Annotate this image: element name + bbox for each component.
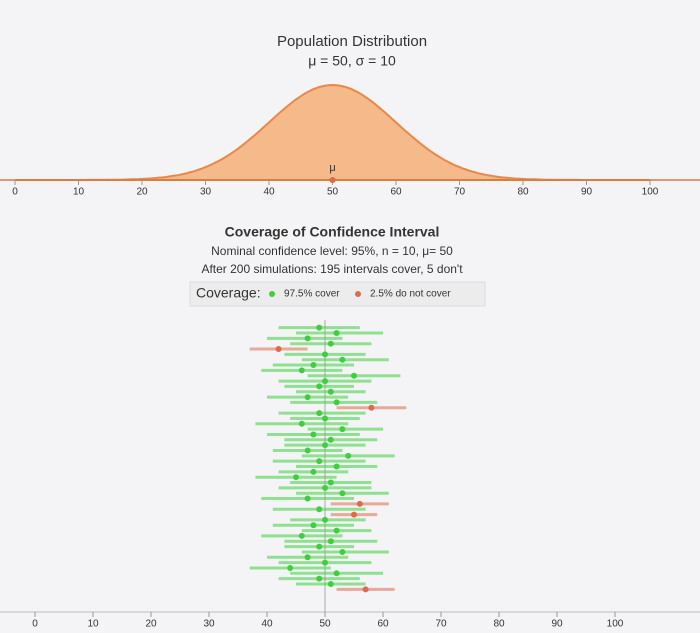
x-tick-label: 0 — [32, 619, 38, 630]
sample-mean — [316, 410, 323, 417]
dist-title: Population Distribution — [277, 33, 427, 50]
ci-subtitle: Nominal confidence level: 95%, n = 10, μ… — [211, 244, 453, 258]
legend-swatch — [355, 291, 361, 297]
sample-mean — [362, 586, 369, 593]
sample-mean — [316, 458, 323, 465]
mu-marker — [329, 177, 336, 183]
x-tick-label: 20 — [145, 619, 157, 630]
sample-mean — [316, 383, 323, 390]
sample-mean — [287, 564, 294, 571]
legend-box — [189, 281, 486, 307]
sample-mean — [316, 575, 323, 582]
legend-label: 97.5% cover — [284, 289, 340, 300]
sample-mean — [304, 495, 311, 502]
x-tick-label: 100 — [607, 619, 624, 630]
sample-mean — [327, 580, 334, 587]
legend-label: 2.5% do not cover — [370, 289, 451, 300]
sample-mean — [339, 426, 346, 433]
sample-mean — [345, 452, 352, 459]
x-tick-label: 40 — [261, 619, 273, 630]
x-tick-label: 0 — [12, 187, 18, 198]
legend-swatch — [269, 291, 275, 297]
x-tick-label: 40 — [263, 187, 275, 198]
sample-mean — [322, 378, 328, 385]
x-tick-label: 90 — [581, 187, 593, 198]
sample-mean — [356, 500, 363, 507]
x-tick-label: 80 — [493, 619, 505, 630]
sample-mean — [298, 532, 305, 539]
x-tick-label: 60 — [377, 619, 389, 630]
sample-mean — [310, 522, 317, 529]
sample-mean — [304, 335, 311, 342]
x-tick-label: 10 — [87, 619, 99, 630]
x-tick-label: 100 — [642, 187, 659, 198]
sample-mean — [316, 506, 323, 513]
sample-mean — [310, 468, 317, 475]
sample-mean — [333, 330, 340, 337]
sample-mean — [275, 346, 282, 353]
x-tick-label: 50 — [319, 619, 331, 630]
sample-mean — [298, 420, 305, 427]
x-tick-label: 30 — [200, 187, 212, 198]
sample-mean — [310, 431, 317, 438]
ci-title: Coverage of Confidence Interval — [225, 224, 440, 240]
sample-mean — [327, 479, 334, 486]
x-tick-label: 10 — [73, 187, 85, 198]
sample-mean — [298, 367, 305, 374]
sample-mean — [304, 394, 311, 401]
x-tick-label: 80 — [517, 187, 529, 198]
sample-mean — [339, 490, 346, 497]
sample-mean — [327, 538, 334, 545]
sample-mean — [368, 404, 375, 411]
x-tick-label: 60 — [390, 187, 402, 198]
sample-mean — [339, 548, 346, 555]
sample-mean — [322, 484, 328, 491]
sample-mean — [322, 442, 328, 449]
x-tick-label: 90 — [551, 619, 563, 630]
sample-mean — [351, 372, 357, 379]
x-tick-label: 70 — [454, 187, 466, 198]
x-tick-label: 50 — [327, 187, 339, 198]
sample-mean — [333, 399, 340, 406]
dist-subtitle: μ = 50, σ = 10 — [308, 53, 396, 69]
sample-mean — [339, 356, 346, 363]
sample-mean — [333, 570, 340, 577]
sample-mean — [316, 324, 323, 331]
mu-label: μ — [329, 162, 335, 174]
x-tick-label: 30 — [203, 619, 215, 630]
sample-mean — [333, 463, 340, 470]
sample-mean — [310, 362, 317, 369]
sample-mean — [304, 554, 311, 561]
x-tick-label: 20 — [136, 187, 148, 198]
sample-mean — [351, 511, 357, 518]
sample-mean — [316, 543, 323, 550]
sample-mean — [304, 447, 311, 454]
sample-mean — [327, 388, 334, 395]
sample-mean — [322, 559, 328, 566]
legend-title: Coverage: — [196, 285, 261, 301]
sample-mean — [322, 415, 328, 422]
ci-summary: After 200 simulations: 195 intervals cov… — [201, 262, 463, 276]
sample-mean — [322, 351, 328, 358]
sample-mean — [322, 516, 328, 523]
sample-mean — [327, 436, 334, 443]
sample-mean — [293, 474, 299, 481]
x-tick-label: 70 — [435, 619, 447, 630]
sample-mean — [333, 527, 340, 534]
sample-mean — [327, 340, 334, 347]
